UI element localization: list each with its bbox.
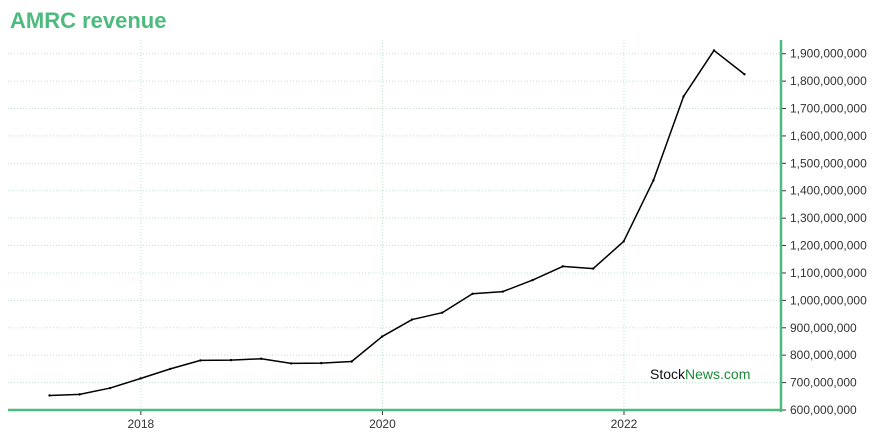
data-point <box>260 357 263 360</box>
y-tick-label: 800,000,000 <box>790 348 857 362</box>
y-tick-label: 600,000,000 <box>790 403 857 417</box>
y-tick-label: 700,000,000 <box>790 376 857 390</box>
chart-title: AMRC revenue <box>10 8 167 33</box>
grid-lines <box>8 40 781 411</box>
data-point <box>350 360 353 363</box>
y-tick-label: 1,100,000,000 <box>790 266 867 280</box>
y-tick-label: 1,700,000,000 <box>790 102 867 116</box>
data-point <box>652 179 655 182</box>
data-point <box>410 318 414 321</box>
y-tick-label: 1,200,000,000 <box>790 239 867 253</box>
x-tick-label: 2020 <box>369 417 396 431</box>
data-point <box>108 386 112 390</box>
watermark-news: News <box>685 366 720 382</box>
data-point <box>592 267 595 270</box>
y-tick-label: 1,900,000,000 <box>790 47 867 61</box>
data-point <box>622 240 625 243</box>
revenue-series-line <box>49 49 745 397</box>
y-tick-label: 900,000,000 <box>790 321 857 335</box>
y-tick-label: 1,400,000,000 <box>790 184 867 198</box>
data-point <box>561 265 564 268</box>
data-point <box>229 358 233 362</box>
data-point <box>48 394 51 397</box>
y-tick-label: 1,000,000,000 <box>790 293 867 307</box>
x-tick-label: 2018 <box>128 417 155 431</box>
tick-labels: 600,000,000 700,000,000 800,000,000 900,000… <box>128 47 868 431</box>
data-point <box>380 335 384 338</box>
stocknews-watermark: StockNews.com <box>650 366 750 382</box>
data-point <box>289 362 293 365</box>
y-tick-label: 1,800,000,000 <box>790 74 867 88</box>
data-point <box>743 73 746 76</box>
y-tick-label: 1,600,000,000 <box>790 129 867 143</box>
x-tick-label: 2022 <box>611 417 638 431</box>
data-point <box>199 359 202 362</box>
watermark-com: .com <box>720 366 750 382</box>
data-point <box>501 290 505 293</box>
data-point <box>531 278 534 282</box>
data-point <box>320 361 323 365</box>
data-point <box>440 311 444 314</box>
y-tick-label: 1,500,000,000 <box>790 156 867 170</box>
data-point <box>682 95 685 98</box>
data-point <box>169 367 172 371</box>
data-point <box>471 292 474 295</box>
data-point <box>712 49 716 52</box>
axes <box>8 40 786 415</box>
series-layer <box>48 49 746 397</box>
y-tick-label: 1,300,000,000 <box>790 211 867 225</box>
data-point <box>139 377 142 380</box>
data-point <box>78 393 81 396</box>
watermark-stock: Stock <box>650 366 686 382</box>
